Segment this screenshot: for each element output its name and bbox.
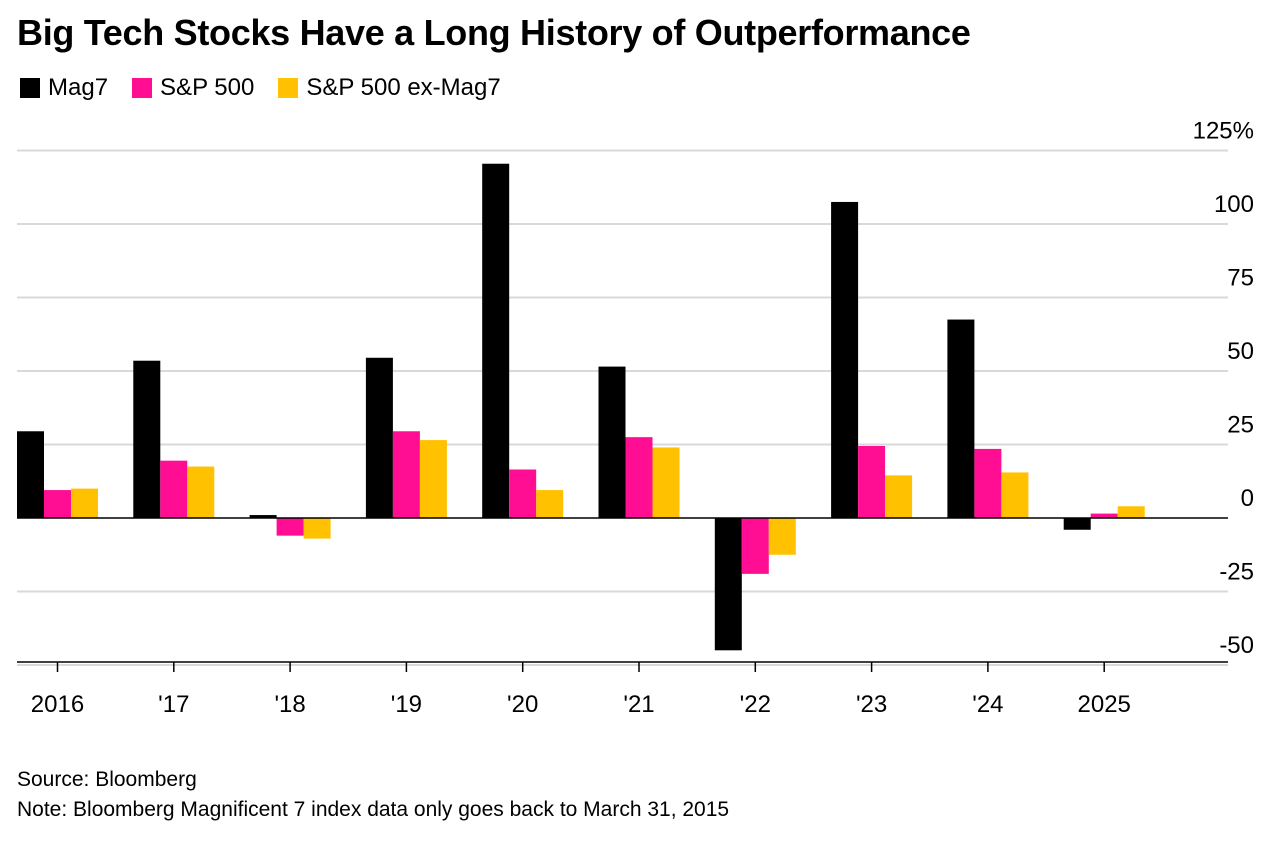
- x-tick-label: '22: [740, 691, 771, 718]
- bar: [276, 518, 304, 536]
- x-tick-label: '21: [623, 691, 654, 718]
- legend-label-sp500: S&P 500: [160, 74, 255, 101]
- bar: [1117, 506, 1145, 518]
- bar: [133, 360, 161, 518]
- bar: [44, 490, 71, 518]
- bar: [858, 445, 886, 518]
- y-tick-label: 125%: [1193, 118, 1254, 145]
- bar: [187, 466, 215, 518]
- bar: [625, 437, 653, 518]
- bar: [1001, 472, 1029, 518]
- x-tick-label: '19: [391, 691, 422, 718]
- bar: [652, 447, 680, 518]
- y-tick-label: 75: [1227, 265, 1254, 292]
- bar: [536, 490, 564, 518]
- bar: [1063, 518, 1091, 530]
- y-tick-label: 0: [1241, 485, 1254, 512]
- bar: [249, 515, 277, 518]
- legend-swatch-mag7: [20, 78, 40, 98]
- bar: [741, 518, 769, 574]
- y-tick-label: -25: [1219, 559, 1254, 586]
- legend-label-sp500-ex-mag7: S&P 500 ex-Mag7: [306, 74, 501, 101]
- chart-title: Big Tech Stocks Have a Long History of O…: [17, 12, 971, 53]
- x-tick-label: 2016: [31, 691, 84, 718]
- x-tick-label: '17: [158, 691, 189, 718]
- source-note: Source: Bloomberg: [17, 768, 197, 791]
- bar: [160, 460, 188, 518]
- x-tick-label: '18: [274, 691, 305, 718]
- legend-item-sp500-ex-mag7: S&P 500 ex-Mag7: [278, 74, 501, 102]
- legend-swatch-sp500: [132, 78, 153, 98]
- bar: [974, 448, 1002, 518]
- x-tick-label: '20: [507, 691, 538, 718]
- x-tick-label: '23: [856, 691, 887, 718]
- y-tick-label: -50: [1219, 632, 1254, 659]
- legend: Mag7 S&P 500 S&P 500 ex-Mag7: [20, 74, 525, 102]
- legend-label-mag7: Mag7: [48, 74, 109, 101]
- x-tick-label: '24: [972, 691, 1003, 718]
- y-tick-label: 50: [1227, 338, 1254, 365]
- bar: [885, 475, 913, 518]
- footnote: Note: Bloomberg Magnificent 7 index data…: [17, 798, 730, 821]
- bar: [303, 518, 331, 539]
- y-tick-label: 100: [1214, 191, 1254, 218]
- bar: [714, 518, 742, 651]
- legend-item-mag7: Mag7: [20, 74, 108, 102]
- legend-item-sp500: S&P 500: [132, 74, 254, 102]
- bar: [768, 518, 796, 555]
- x-tick-label: 2025: [1078, 691, 1131, 718]
- bar: [365, 357, 393, 518]
- bar: [1090, 513, 1118, 518]
- bar: [17, 431, 44, 518]
- bar: [71, 488, 98, 518]
- y-tick-label: 25: [1227, 412, 1254, 439]
- legend-swatch-sp500-ex-mag7: [278, 78, 299, 98]
- bar: [598, 366, 626, 518]
- bar: [947, 319, 975, 518]
- bar: [419, 440, 447, 518]
- bar: [392, 431, 420, 518]
- bar: [509, 469, 537, 518]
- bar: [482, 163, 510, 519]
- bar: [831, 201, 859, 518]
